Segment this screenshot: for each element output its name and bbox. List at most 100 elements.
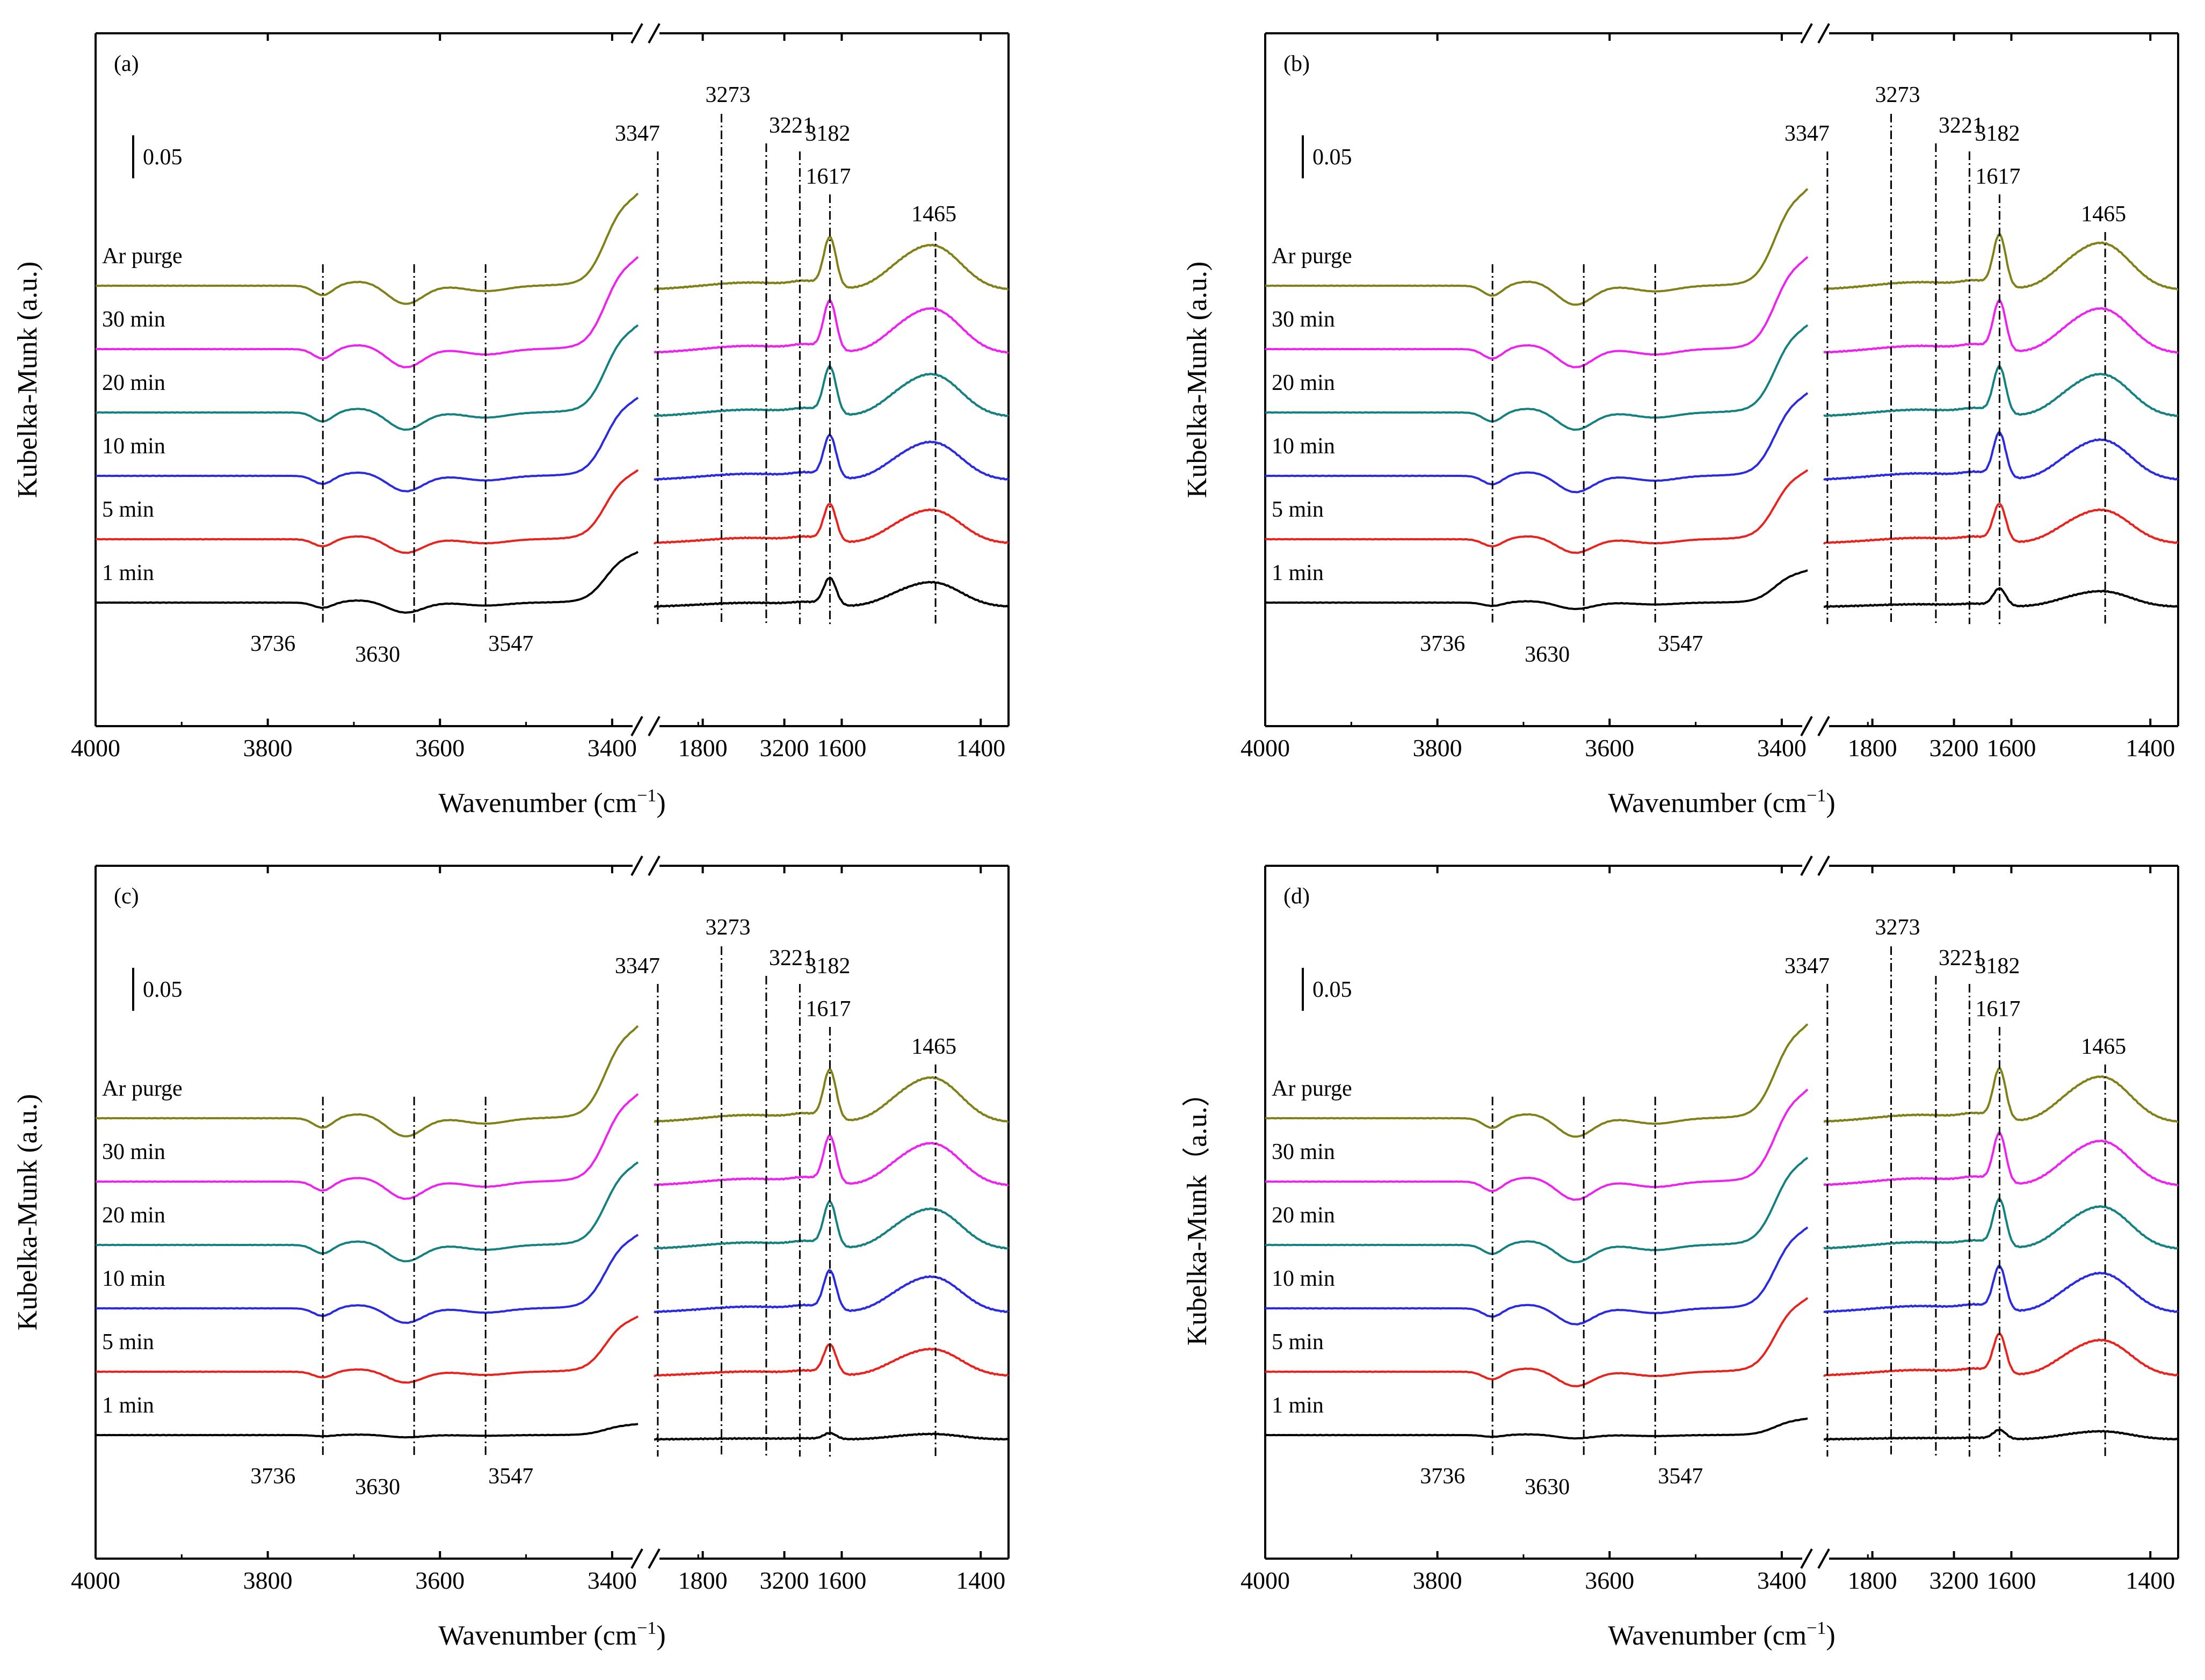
peak-label: 3547	[488, 632, 533, 656]
x-tick-label: 3200	[1930, 1567, 1979, 1594]
spectrum-right-5-min	[653, 1343, 1009, 1378]
x-tick-label: 3600	[1585, 1567, 1634, 1594]
axis-break-mark	[630, 23, 643, 44]
peak-label: 3221	[1939, 946, 1984, 971]
x-axis-label: Wavenumber (cm−1)	[438, 1618, 665, 1651]
peak-label: 3347	[1785, 954, 1830, 979]
panel-d: 4000 3800 3600 3400 3200 1800 1600 1400 Wavenumb…	[1182, 856, 2179, 1651]
peak-label: 3273	[706, 83, 751, 107]
x-tick-label: 3200	[1930, 734, 1979, 762]
axis-break-mark	[630, 856, 643, 876]
panel-a: 4000 3800 3600 3400 3200 1800 1600 1400 Wavenumb…	[12, 23, 1010, 819]
x-axis-label-main: Wavenumber (cm	[438, 788, 637, 819]
peak-label: 3182	[805, 121, 850, 146]
x-tick-label: 1800	[678, 1567, 728, 1594]
series-label: 20 min	[102, 1203, 165, 1228]
peak-label: 3273	[706, 915, 751, 940]
series-label: 10 min	[102, 1266, 165, 1291]
peak-label: 3273	[1875, 83, 1920, 107]
x-tick-label: 3600	[1585, 734, 1634, 762]
x-tick-label: 3800	[243, 734, 293, 762]
peak-label: 3736	[250, 632, 295, 656]
x-axis-label: Wavenumber (cm−1)	[1608, 1618, 1835, 1651]
spectrum-left-20-min	[1265, 1156, 1809, 1264]
peak-label: 3221	[769, 946, 814, 971]
spectrum-left-ar-purge	[95, 192, 639, 305]
peak-label: 3630	[355, 642, 400, 667]
x-axis-label-end: )	[1826, 1620, 1835, 1651]
x-tick-label: 3200	[760, 1567, 809, 1594]
axis-break-mark	[1800, 23, 1813, 44]
peak-label: 1617	[1975, 164, 2020, 189]
spectrum-right-10-min	[1823, 1264, 2179, 1314]
series-label: Ar purge	[1272, 244, 1352, 269]
x-axis-label-main: Wavenumber (cm	[1608, 788, 1807, 819]
series-label: 30 min	[102, 307, 165, 332]
series-label: 30 min	[102, 1140, 165, 1164]
peak-label: 1617	[806, 164, 851, 189]
spectrum-left-10-min	[95, 396, 639, 493]
peak-label: 3630	[1525, 642, 1570, 667]
spectrum-right-10-min	[654, 433, 1010, 481]
scale-bar-label: 0.05	[143, 145, 183, 170]
peak-label: 1617	[806, 997, 851, 1022]
peak-label: 1465	[911, 1034, 956, 1059]
peak-label: 3182	[1975, 121, 2020, 146]
x-tick-label: 1400	[956, 1567, 1005, 1594]
x-tick-label: 4000	[1241, 1567, 1290, 1594]
x-tick-label: 3600	[415, 734, 465, 762]
scale-bar-label: 0.05	[1312, 977, 1352, 1002]
spectrum-left-5-min	[1265, 469, 1809, 554]
spectrum-left-1-min	[1265, 1417, 1808, 1440]
scale-bar-label: 0.05	[1312, 145, 1352, 170]
spectrum-left-20-min	[95, 1161, 639, 1263]
spectrum-right-30-min	[654, 298, 1009, 354]
series-label: Ar purge	[102, 244, 183, 269]
axis-break-mark	[1800, 716, 1813, 736]
peak-label: 3630	[1525, 1475, 1570, 1500]
x-tick-label: 3400	[1757, 1567, 1807, 1594]
series-label: 10 min	[102, 434, 165, 459]
spectrum-right-20-min	[654, 1200, 1009, 1250]
axis-break-mark	[648, 1548, 661, 1569]
axis-break-mark	[1800, 856, 1813, 876]
spectrum-right-ar-purge	[1824, 1067, 2179, 1124]
peak-label: 3736	[1420, 1464, 1465, 1489]
spectrum-right-10-min	[654, 1269, 1010, 1314]
x-tick-label: 3800	[1413, 1567, 1462, 1594]
axis-break-mark	[1817, 23, 1830, 44]
x-tick-label: 3200	[760, 734, 809, 762]
x-tick-label: 1400	[956, 734, 1005, 762]
x-axis-label-sup: −1	[637, 1618, 656, 1638]
axis-break-mark	[648, 23, 661, 44]
axis-break-mark	[1817, 716, 1830, 736]
peak-label: 3182	[805, 954, 850, 979]
peak-label: 3347	[615, 121, 660, 146]
axis-break-mark	[1817, 1548, 1830, 1569]
panel-label: (a)	[114, 52, 139, 76]
spectrum-right-10-min	[1823, 431, 2179, 481]
x-axis-label-main: Wavenumber (cm	[1608, 1620, 1807, 1651]
spectrum-left-20-min	[95, 324, 639, 431]
spectrum-left-ar-purge	[1265, 188, 1809, 306]
x-tick-label: 1800	[1848, 1567, 1897, 1594]
x-tick-label: 3800	[1413, 734, 1462, 762]
spectrum-right-ar-purge	[654, 236, 1009, 291]
spectrum-right-5-min	[653, 503, 1009, 545]
x-tick-label: 1800	[1848, 734, 1897, 762]
peak-label: 3347	[1785, 121, 1830, 146]
x-tick-label: 3800	[243, 1567, 293, 1594]
x-axis-label-main: Wavenumber (cm	[438, 1620, 637, 1651]
series-label: 20 min	[102, 371, 165, 395]
peak-label: 3221	[769, 113, 814, 138]
spectrum-left-ar-purge	[1265, 1023, 1809, 1138]
x-tick-label: 1600	[817, 1567, 866, 1594]
x-tick-label: 1600	[1986, 734, 2036, 762]
series-label: 1 min	[102, 1393, 154, 1418]
x-tick-label: 3400	[1757, 734, 1807, 762]
series-label: 30 min	[1272, 1140, 1335, 1164]
series-label: Ar purge	[102, 1076, 183, 1101]
x-axis-label-sup: −1	[637, 786, 656, 806]
spectrum-right-5-min	[1823, 503, 2179, 545]
